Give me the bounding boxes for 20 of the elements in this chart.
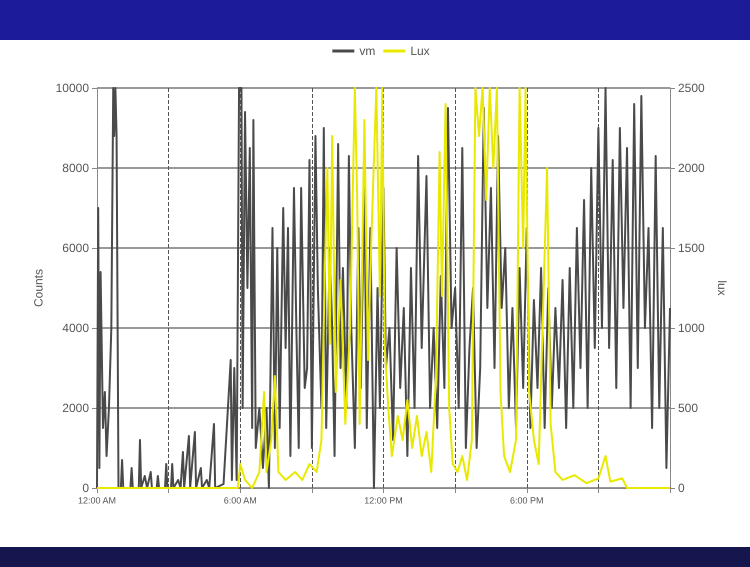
y2-tick-label: 2500	[678, 81, 706, 95]
y2-tick-label: 1500	[678, 241, 706, 255]
y-axis-title: Counts	[32, 268, 46, 308]
y-tick-label: 8000	[62, 161, 90, 175]
x-tick-label: 12:00 AM	[78, 496, 116, 506]
y-tick-label: 10000	[56, 81, 90, 95]
x-tick-label: 6:00 AM	[224, 496, 257, 506]
legend-label: Lux	[410, 44, 430, 58]
y-tick-label: 2000	[62, 401, 90, 415]
y2-tick-label: 0	[678, 481, 685, 495]
x-tick-label: 6:00 PM	[510, 496, 544, 506]
y2-tick-label: 500	[678, 401, 698, 415]
y2-tick-label: 2000	[678, 161, 706, 175]
y-tick-label: 0	[82, 481, 90, 495]
legend-label: vm	[359, 44, 376, 58]
y2-tick-label: 1000	[678, 321, 706, 335]
x-tick-label: 12:00 PM	[364, 496, 403, 506]
y2-axis-title: lux	[715, 280, 729, 296]
y-tick-label: 4000	[62, 321, 90, 335]
y-tick-label: 6000	[62, 241, 90, 255]
